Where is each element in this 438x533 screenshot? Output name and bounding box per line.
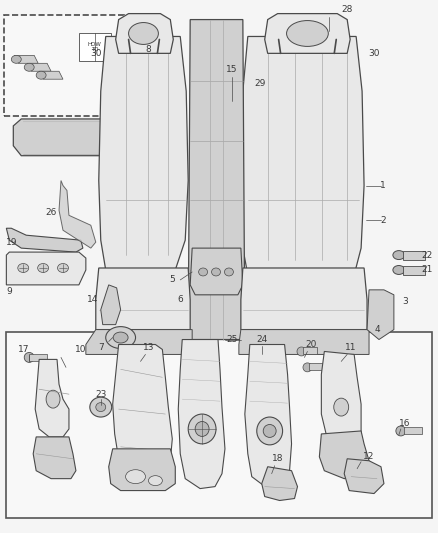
Text: 3: 3 (402, 297, 408, 306)
Text: 14: 14 (87, 295, 99, 304)
Text: 24: 24 (256, 335, 267, 344)
Polygon shape (245, 344, 292, 489)
Text: 6: 6 (177, 295, 183, 304)
Ellipse shape (46, 390, 60, 408)
Polygon shape (33, 437, 76, 479)
Ellipse shape (24, 63, 34, 71)
Text: 28: 28 (342, 5, 353, 14)
Polygon shape (113, 344, 172, 477)
Text: 2: 2 (380, 216, 386, 225)
Text: 10: 10 (75, 345, 87, 354)
Polygon shape (7, 252, 86, 285)
Ellipse shape (198, 268, 208, 276)
Ellipse shape (257, 417, 283, 445)
Polygon shape (35, 359, 69, 437)
Polygon shape (99, 36, 188, 270)
Bar (404, 427, 422, 434)
Text: 30: 30 (368, 49, 380, 58)
Polygon shape (116, 14, 173, 53)
Text: HOW
TO: HOW TO (88, 43, 102, 52)
Polygon shape (7, 228, 83, 252)
Polygon shape (188, 20, 245, 340)
Ellipse shape (96, 402, 106, 411)
Ellipse shape (90, 397, 112, 417)
Ellipse shape (286, 21, 328, 46)
Text: 9: 9 (7, 287, 12, 296)
FancyBboxPatch shape (7, 332, 431, 519)
Polygon shape (241, 268, 367, 329)
Text: 26: 26 (46, 208, 57, 217)
Text: 30: 30 (90, 49, 102, 58)
Polygon shape (39, 71, 63, 79)
Text: 18: 18 (272, 454, 283, 463)
Bar (29, 354, 47, 361)
Text: 4: 4 (374, 325, 380, 334)
Bar (403, 251, 425, 260)
Polygon shape (101, 285, 120, 325)
Polygon shape (190, 248, 243, 295)
Polygon shape (178, 340, 225, 489)
Polygon shape (319, 431, 369, 479)
Text: 7: 7 (98, 343, 104, 352)
Ellipse shape (263, 424, 276, 438)
Ellipse shape (126, 470, 145, 483)
Ellipse shape (188, 414, 216, 444)
Ellipse shape (195, 422, 209, 437)
Text: 1: 1 (380, 181, 386, 190)
Text: 12: 12 (364, 453, 375, 461)
Ellipse shape (18, 263, 29, 272)
Polygon shape (265, 14, 350, 53)
Ellipse shape (393, 251, 405, 260)
Ellipse shape (297, 347, 306, 356)
Bar (304, 348, 318, 354)
Ellipse shape (36, 71, 46, 79)
Polygon shape (241, 36, 364, 275)
Ellipse shape (334, 398, 349, 416)
Ellipse shape (303, 363, 312, 372)
Polygon shape (96, 268, 190, 329)
Text: 5: 5 (170, 276, 175, 285)
Ellipse shape (24, 352, 34, 362)
Text: 29: 29 (254, 79, 265, 87)
Ellipse shape (129, 22, 159, 44)
Text: 19: 19 (7, 238, 18, 247)
Text: 25: 25 (226, 335, 237, 344)
Polygon shape (367, 290, 394, 340)
Text: 16: 16 (399, 419, 410, 429)
Text: 21: 21 (421, 265, 432, 274)
Ellipse shape (212, 268, 220, 276)
Ellipse shape (224, 268, 233, 276)
Text: 8: 8 (145, 45, 151, 54)
Text: 13: 13 (143, 343, 154, 352)
FancyBboxPatch shape (4, 14, 124, 116)
Ellipse shape (38, 263, 49, 272)
Polygon shape (86, 329, 192, 354)
Text: 23: 23 (95, 390, 106, 399)
Text: 22: 22 (421, 251, 432, 260)
Ellipse shape (11, 55, 21, 63)
Polygon shape (344, 459, 384, 494)
Text: 17: 17 (18, 345, 29, 354)
Text: 20: 20 (306, 340, 317, 349)
Ellipse shape (148, 475, 162, 486)
Polygon shape (239, 329, 369, 354)
Ellipse shape (396, 426, 406, 436)
Bar (79, 34, 111, 61)
Polygon shape (109, 449, 175, 490)
Polygon shape (13, 119, 124, 156)
Polygon shape (14, 55, 38, 63)
Bar (403, 266, 425, 275)
Bar (309, 364, 323, 370)
Polygon shape (262, 467, 297, 500)
Ellipse shape (393, 265, 405, 274)
Ellipse shape (106, 327, 135, 349)
Text: 15: 15 (226, 64, 238, 74)
Polygon shape (59, 181, 96, 248)
Ellipse shape (113, 332, 128, 343)
Text: 11: 11 (346, 343, 357, 352)
Ellipse shape (57, 263, 68, 272)
Polygon shape (27, 63, 51, 71)
Polygon shape (321, 351, 361, 449)
